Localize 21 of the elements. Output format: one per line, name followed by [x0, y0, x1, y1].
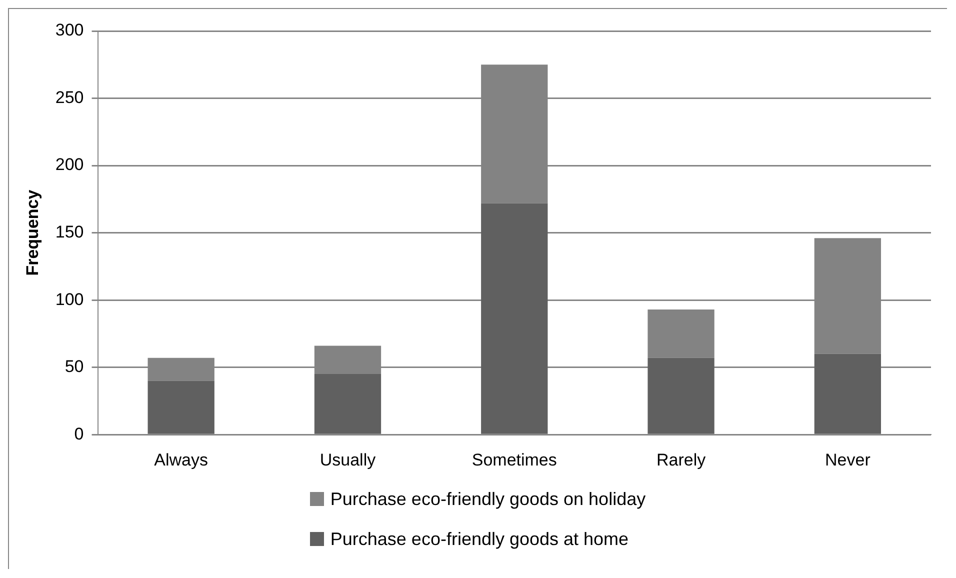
x-tick-label: Usually	[320, 450, 376, 470]
y-tick-label: 300	[55, 20, 84, 40]
bar	[648, 358, 714, 434]
bar	[314, 374, 382, 434]
x-tick-label: Rarely	[656, 450, 706, 470]
legend-label: Purchase eco-friendly goods on holiday	[330, 488, 646, 510]
y-tick-label: 200	[55, 155, 84, 174]
y-tick-label: 0	[74, 424, 84, 444]
bar	[648, 309, 714, 358]
y-axis-title: Frequency	[22, 189, 42, 276]
y-tick-label: 50	[64, 357, 84, 376]
x-tick-label: Always	[154, 450, 208, 470]
y-tick-label: 250	[55, 88, 84, 107]
x-tick-label: Sometimes	[472, 450, 557, 470]
y-tick-label: 100	[55, 290, 84, 309]
bar	[148, 380, 214, 434]
bar	[814, 354, 882, 434]
x-tick-label: Never	[824, 450, 871, 470]
bar	[481, 203, 548, 434]
legend-label: Purchase eco-friendly goods at home	[330, 528, 629, 550]
y-tick-label: 150	[55, 222, 84, 242]
